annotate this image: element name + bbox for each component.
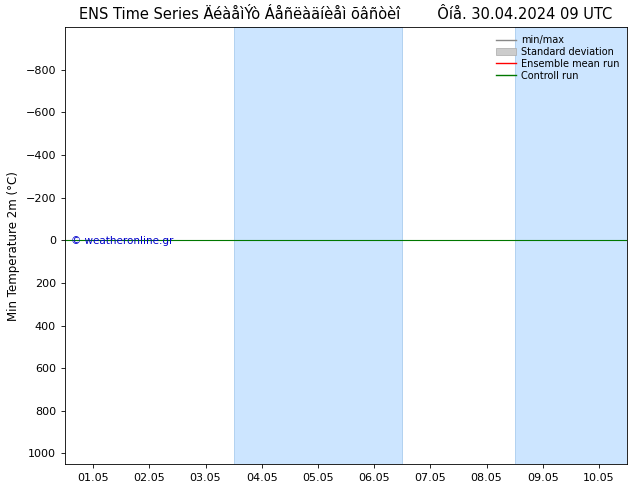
Bar <box>234 27 402 464</box>
Legend: min/max, Standard deviation, Ensemble mean run, Controll run: min/max, Standard deviation, Ensemble me… <box>493 32 622 84</box>
Y-axis label: Min Temperature 2m (°C): Min Temperature 2m (°C) <box>7 171 20 320</box>
Text: © weatheronline.gr: © weatheronline.gr <box>70 236 173 245</box>
Title: ENS Time Series ÄéàåìÝò Áåñëàäíèåì õâñòèî        Ôíå. 30.04.2024 09 UTC: ENS Time Series ÄéàåìÝò Áåñëàäíèåì õâñòè… <box>79 7 612 22</box>
Bar <box>515 27 627 464</box>
